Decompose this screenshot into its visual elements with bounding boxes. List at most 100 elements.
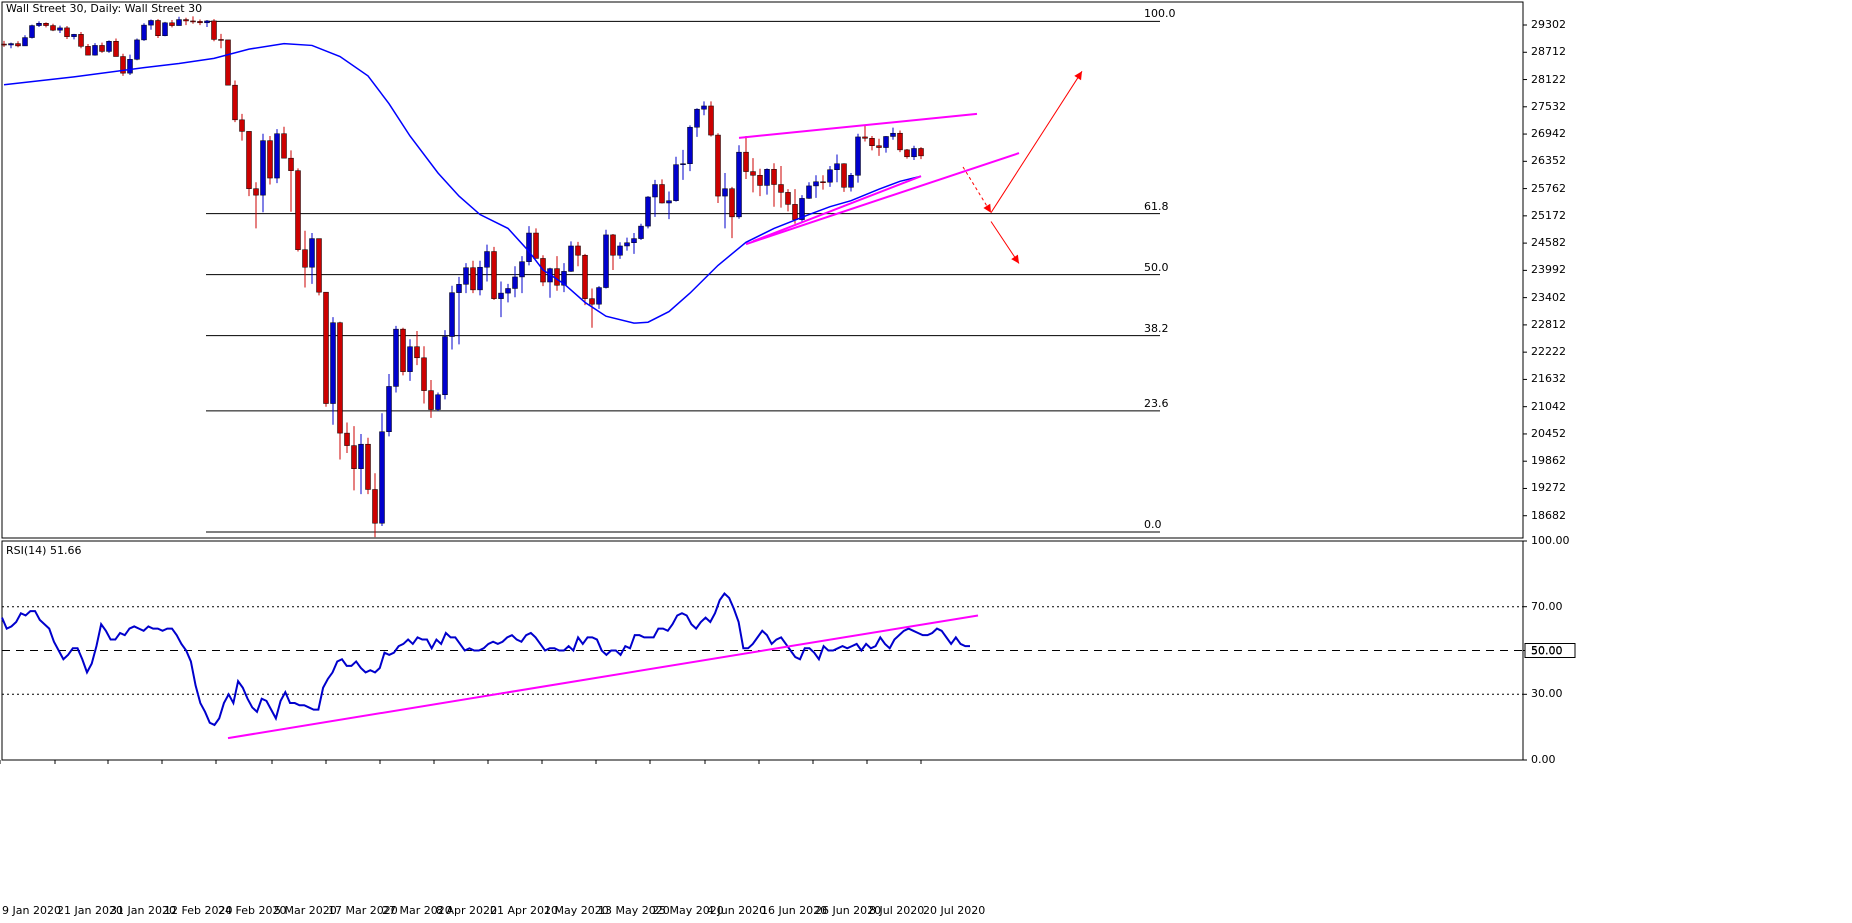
candle-body [421,357,427,391]
candle-body [694,108,700,128]
candle-body [561,271,567,286]
time-tick-label: 9 Jan 2020 [2,904,61,917]
candle-body [246,131,252,189]
candle-body [148,20,154,26]
chart-title: Wall Street 30, Daily: Wall Street 30 [6,2,203,15]
candle-body [673,164,679,201]
candle-body [316,238,322,293]
candle-body [596,287,602,305]
candle-body [435,394,441,410]
candle-body [92,45,98,56]
candle-body [8,43,14,46]
candle-body [582,254,588,299]
candle-body [400,328,406,372]
candle-body [897,132,903,151]
candle-body [785,192,791,205]
candle-body [589,298,595,305]
projection-arrow-head [1011,254,1019,264]
fib-level-label: 23.6 [1144,396,1169,410]
candle-body [904,149,910,158]
price-tick-label: 25762 [1531,181,1566,195]
candle-body [169,22,175,26]
candle-body [365,443,371,490]
candle-body [722,188,728,197]
time-tick-label: 17 Mar 2020 [328,904,398,917]
candle-body [918,148,924,157]
rsi-current-value-box [1524,643,1576,658]
candle-body [652,184,658,198]
time-tick-label: 26 Jun 2020 [815,904,882,917]
fib-level-label: 0.0 [1144,517,1162,531]
candle-body [99,45,105,52]
candle-body [351,445,357,469]
price-tick-label: 28712 [1531,45,1566,59]
candle-body [141,24,147,41]
candle-body [610,234,616,256]
fib-level-label: 38.2 [1144,321,1169,335]
rsi-tick-label: 100.00 [1531,534,1570,547]
price-tick-label: 29302 [1531,18,1566,31]
time-tick-label: 1 May 2020 [544,904,609,917]
candle-body [218,39,224,41]
candle-body [414,346,420,359]
price-tick-label: 21632 [1531,372,1566,386]
candle-body [498,292,504,299]
candle-body [456,284,462,293]
candle-body [554,268,560,286]
candle-body [211,20,217,40]
fib-level-label: 50.0 [1144,260,1169,274]
candle-body [1,43,7,46]
candle-body [736,151,742,218]
candle-body [358,443,364,469]
time-tick-label: 20 Jul 2020 [923,904,986,917]
price-tick-label: 20452 [1531,426,1566,440]
candle-body [106,41,112,52]
price-tick-label: 19862 [1531,454,1566,468]
candle-body [750,171,756,176]
price-tick-label: 19272 [1531,481,1566,495]
candle-body [50,25,56,31]
time-tick-label: 21 Jan 2020 [57,904,123,917]
candle-body [876,145,882,148]
candle-body [295,170,301,250]
candle-body [603,234,609,288]
candle-body [855,136,861,176]
time-tick-label: 8 Apr 2020 [436,904,498,917]
candle-body [204,20,210,24]
candle-body [127,59,133,74]
rsi-tick-label: 70.00 [1531,599,1563,613]
candle-body [190,20,196,23]
candle-body [183,19,189,22]
price-tick-label: 26352 [1531,154,1566,168]
candle-body [687,126,693,164]
candle-body [232,84,238,121]
candle-body [393,328,399,387]
rsi-current-value: 50.00 [1531,645,1563,658]
candle-body [64,27,70,37]
candle-body [820,181,826,183]
candle-body [911,148,917,158]
time-tick-label: 31 Jan 2020 [110,904,176,917]
price-tick-label: 26942 [1531,127,1566,141]
candle-body [715,134,721,197]
candle-body [799,198,805,220]
candle-body [477,266,483,291]
candle-body [526,232,532,262]
candle-body [869,138,875,146]
candle-body [225,39,231,86]
candle-body [841,163,847,188]
trendline [738,112,978,139]
moving-average-line [3,42,922,324]
candle-body [57,27,63,31]
candle-body [680,163,686,165]
candle-body [323,291,329,404]
price-tick-label: 18682 [1531,508,1566,522]
price-tick-label: 27532 [1531,99,1566,113]
trendline [745,152,1020,246]
candle-body [449,292,455,337]
candle-body [624,242,630,247]
projection-arrow-line [962,166,992,213]
candle-body [813,181,819,187]
